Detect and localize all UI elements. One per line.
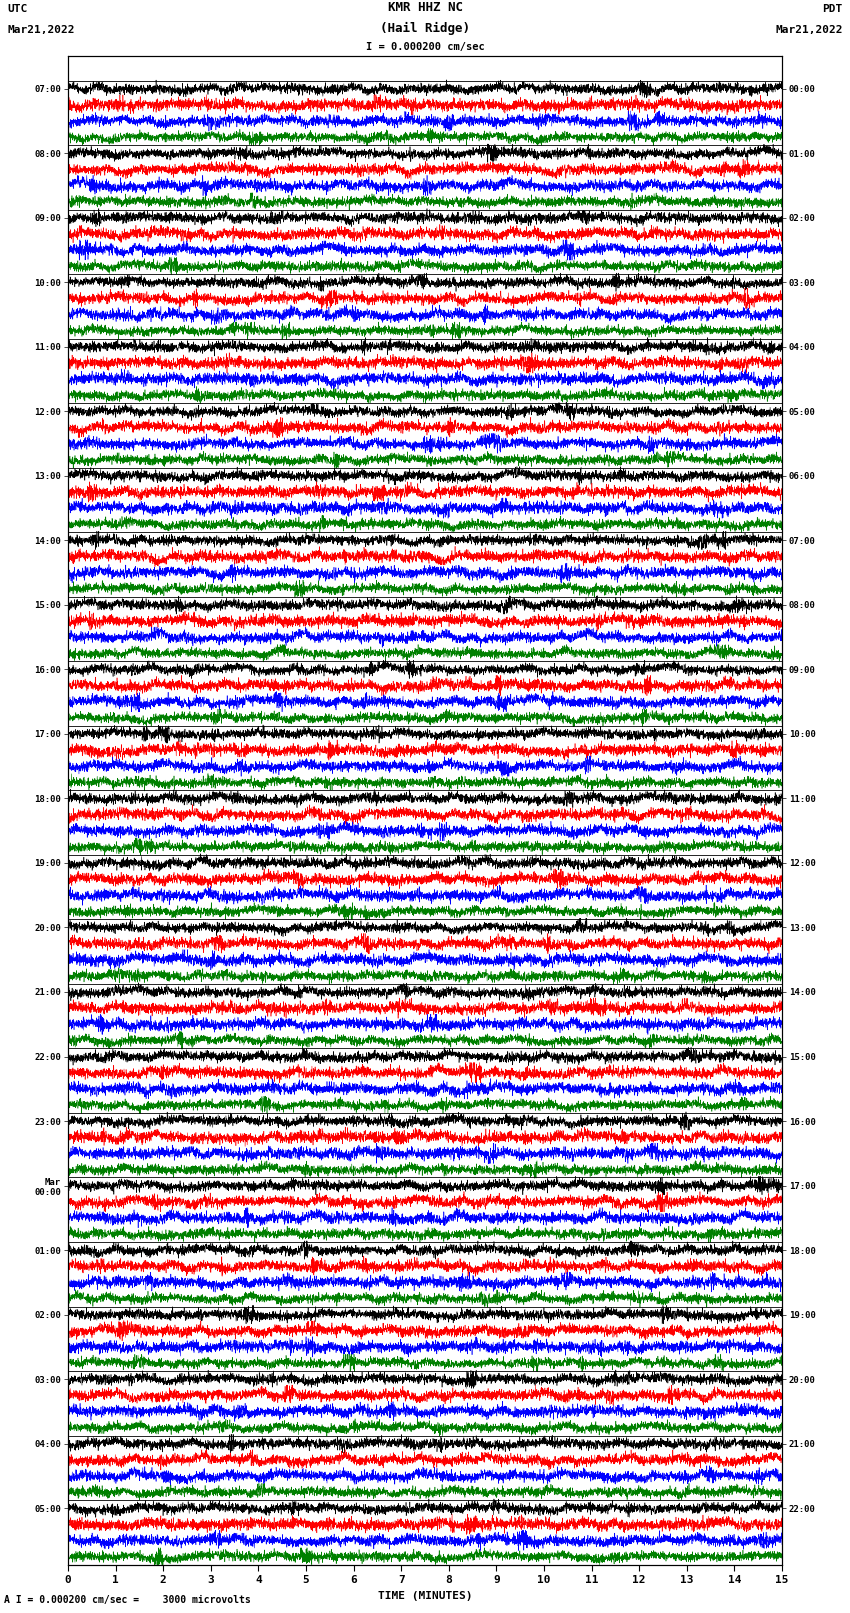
Text: A I = 0.000200 cm/sec =    3000 microvolts: A I = 0.000200 cm/sec = 3000 microvolts [4,1595,251,1605]
Text: Mar21,2022: Mar21,2022 [775,26,842,35]
Text: Mar21,2022: Mar21,2022 [8,26,75,35]
Text: KMR HHZ NC: KMR HHZ NC [388,2,462,15]
Text: (Hail Ridge): (Hail Ridge) [380,23,470,35]
Text: UTC: UTC [8,5,27,15]
Text: PDT: PDT [823,5,842,15]
Text: I = 0.000200 cm/sec: I = 0.000200 cm/sec [366,42,484,52]
X-axis label: TIME (MINUTES): TIME (MINUTES) [377,1590,473,1600]
